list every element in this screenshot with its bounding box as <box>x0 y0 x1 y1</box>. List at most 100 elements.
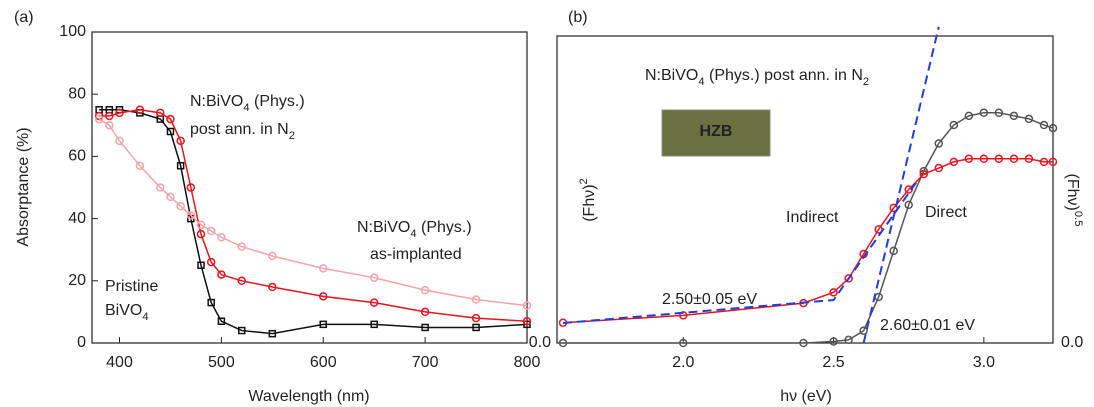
marker <box>166 114 175 124</box>
marker <box>268 282 277 292</box>
marker <box>994 154 1004 164</box>
series-line <box>562 158 1053 324</box>
x-tick-label: 500 <box>208 354 235 371</box>
marker <box>679 338 688 348</box>
marker <box>217 233 226 242</box>
series-label: post ann. in N2 <box>190 121 295 142</box>
marker <box>420 285 430 295</box>
marker <box>186 183 196 192</box>
marker <box>156 183 165 192</box>
marker <box>217 270 226 279</box>
marker <box>934 139 944 148</box>
marker <box>206 257 216 267</box>
marker <box>369 273 379 282</box>
marker <box>369 298 379 307</box>
marker <box>186 211 196 220</box>
chart-title: N:BiVO4 (Phys.) post ann. in N2 <box>645 67 869 88</box>
marker <box>166 127 175 136</box>
marker <box>471 295 481 304</box>
marker <box>829 337 838 346</box>
series-label: N:BiVO4 (Phys.) <box>357 219 472 240</box>
y-tick-label: 40 <box>68 210 86 227</box>
marker <box>799 338 808 348</box>
marker <box>522 316 532 326</box>
marker <box>237 242 247 251</box>
marker <box>979 154 989 164</box>
y-tick-label: 0.0 <box>529 334 551 351</box>
marker <box>844 274 853 283</box>
panel-label: (b) <box>568 9 588 26</box>
annotation: 2.50±0.05 eV <box>662 291 757 308</box>
marker <box>370 320 378 329</box>
marker <box>94 114 104 124</box>
marker <box>207 298 215 307</box>
marker <box>421 323 429 332</box>
marker <box>859 326 868 335</box>
marker <box>166 192 175 202</box>
series-label: N:BiVO4 (Phys.) <box>190 93 305 114</box>
y-axis-label: (Fhν)2 <box>578 178 598 222</box>
inset-photo <box>661 109 771 157</box>
marker <box>949 120 959 130</box>
x-tick-label: 400 <box>106 354 133 371</box>
marker <box>196 229 206 239</box>
marker <box>319 264 328 273</box>
marker <box>105 121 114 130</box>
marker <box>1009 111 1019 121</box>
marker <box>1024 154 1034 164</box>
marker <box>176 201 185 211</box>
y-tick-label: 60 <box>68 148 86 165</box>
series-line <box>99 108 528 322</box>
marker <box>471 313 481 323</box>
marker <box>135 105 145 114</box>
marker <box>919 169 928 179</box>
marker <box>115 108 124 118</box>
marker <box>268 251 277 261</box>
marker <box>420 307 430 317</box>
marker <box>319 320 328 329</box>
marker <box>237 276 247 286</box>
x-tick-label: 700 <box>412 354 439 371</box>
inset-text: HZB <box>700 123 733 140</box>
x-tick-label: 2.5 <box>822 354 844 371</box>
marker <box>994 108 1004 117</box>
y-tick-label: 20 <box>68 272 86 289</box>
marker <box>979 108 989 117</box>
marker <box>268 329 277 338</box>
marker <box>135 161 145 170</box>
marker <box>829 288 838 297</box>
marker <box>889 246 898 256</box>
marker <box>319 292 328 301</box>
annotation: 2.60±0.01 eV <box>880 317 975 334</box>
fit-line <box>562 179 919 325</box>
marker <box>964 111 974 121</box>
marker <box>949 157 959 167</box>
marker <box>105 111 114 121</box>
marker <box>1039 157 1049 167</box>
series-label: Indirect <box>786 209 839 226</box>
marker <box>934 163 944 173</box>
marker <box>522 301 532 310</box>
marker <box>196 220 206 230</box>
marker <box>1048 123 1058 133</box>
y2-tick-label: 0.0 <box>1061 334 1083 351</box>
marker <box>176 161 185 170</box>
series-label: BiVO4 <box>105 302 149 323</box>
y-axis-label: Absorptance (%) <box>15 127 32 246</box>
marker <box>844 335 853 345</box>
x-tick-label: 800 <box>514 354 541 371</box>
marker <box>1039 120 1049 130</box>
marker <box>1048 157 1058 167</box>
marker <box>1024 114 1034 124</box>
marker <box>472 323 480 332</box>
x-tick-label: 600 <box>310 354 337 371</box>
marker <box>964 154 974 164</box>
series-label: as-implanted <box>370 246 462 263</box>
x-tick-label: 2.0 <box>672 354 694 371</box>
series-label: Direct <box>925 204 967 221</box>
series-line <box>563 112 1054 344</box>
marker <box>206 226 216 236</box>
y-tick-label: 100 <box>59 23 86 40</box>
series-line <box>98 118 528 307</box>
